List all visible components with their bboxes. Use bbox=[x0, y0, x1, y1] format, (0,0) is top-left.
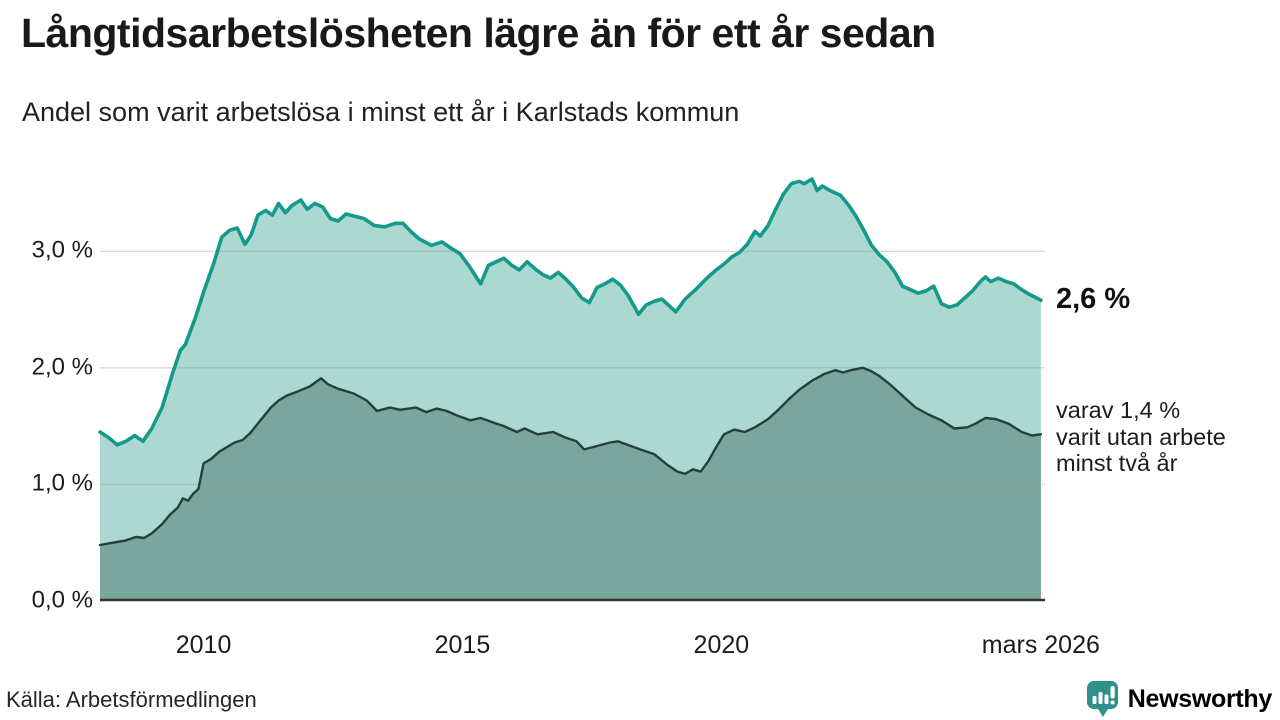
end-value-label-two-years: varav 1,4 % varit utan arbete minst två … bbox=[1056, 397, 1226, 476]
area-chart bbox=[98, 165, 1045, 602]
y-axis-tick-label: 1,0 % bbox=[31, 469, 93, 497]
chart-title: Långtidsarbetslösheten lägre än för ett … bbox=[21, 10, 936, 56]
y-axis-tick-label: 2,0 % bbox=[31, 353, 93, 381]
y-axis: 0,0 % 1,0 % 2,0 % 3,0 % bbox=[0, 0, 93, 720]
x-axis-tick-label: 2015 bbox=[434, 631, 491, 659]
series-area-two-years bbox=[100, 367, 1041, 601]
y-axis-tick-label: 3,0 % bbox=[31, 236, 93, 264]
series-line-one-year bbox=[98, 177, 1043, 447]
source-credit: Källa: Arbetsförmedlingen bbox=[6, 687, 257, 712]
x-axis-tick-label: 2010 bbox=[175, 631, 232, 659]
newsworthy-wordmark: Newsworthy bbox=[1127, 684, 1273, 713]
series-line-two-years bbox=[98, 366, 1043, 547]
chart-subtitle: Andel som varit arbetslösa i minst ett å… bbox=[22, 97, 740, 127]
end-value-label-one-year: 2,6 % bbox=[1056, 283, 1131, 315]
newsworthy-logo-icon bbox=[1086, 681, 1118, 717]
x-axis-tick-label: mars 2026 bbox=[981, 631, 1100, 659]
newsworthy-logo: Newsworthy bbox=[1086, 680, 1272, 718]
x-axis-tick-label: 2020 bbox=[693, 631, 750, 659]
area-chart-canvas bbox=[98, 177, 1045, 602]
y-axis-tick-label: 0,0 % bbox=[31, 586, 93, 614]
